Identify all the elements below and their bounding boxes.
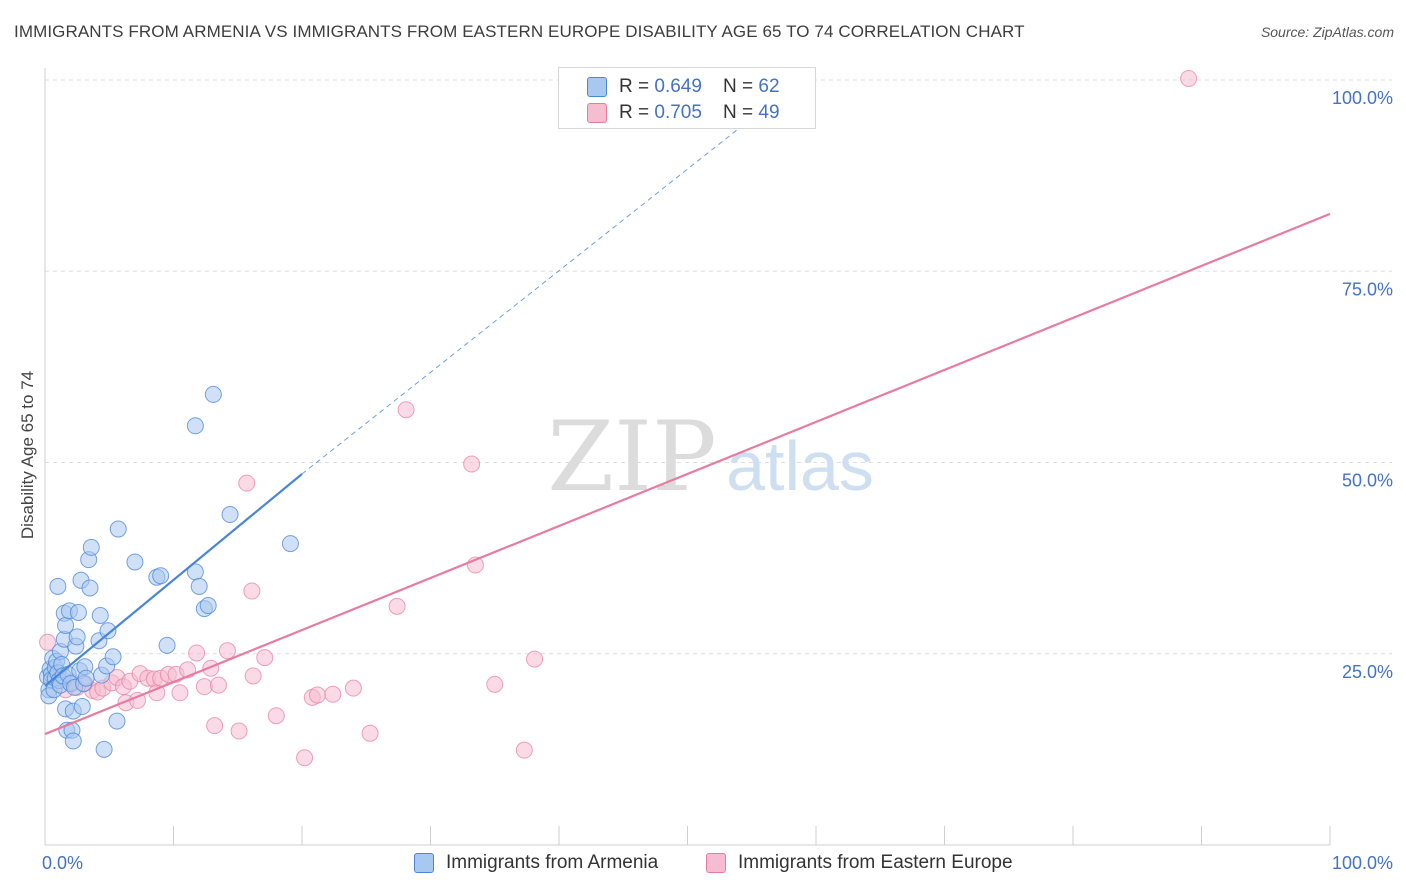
- eastern-europe-point: [188, 644, 206, 662]
- trend-lines: [44, 117, 1331, 736]
- eastern-europe-n-label: N =: [723, 102, 759, 123]
- eastern-europe-point: [195, 678, 213, 696]
- armenia-point: [91, 607, 109, 624]
- eastern-europe-point: [486, 675, 504, 693]
- eastern-europe-point: [267, 707, 285, 725]
- armenia-point: [109, 520, 127, 538]
- armenia-point: [82, 538, 100, 556]
- source-credit: Source: ZipAtlas.com: [1260, 24, 1394, 40]
- stats-legend: R = 0.649 N = 62 R = 0.705 N = 49: [558, 67, 816, 129]
- watermark-zip: ZIP: [547, 401, 716, 513]
- eastern-europe-point: [296, 749, 314, 767]
- x-tick-label: 0.0%: [42, 853, 83, 873]
- eastern-europe-point: [397, 401, 415, 419]
- armenia-point: [68, 628, 86, 646]
- armenia-point: [186, 417, 204, 435]
- eastern-europe-legend-swatch: [706, 853, 726, 873]
- chart-title: IMMIGRANTS FROM ARMENIA VS IMMIGRANTS FR…: [14, 22, 1025, 41]
- eastern-europe-point: [515, 741, 533, 759]
- x-tick-label: 100.0%: [1332, 853, 1393, 873]
- eastern-europe-r-label: R =: [619, 102, 655, 123]
- eastern-europe-legend-label: Immigrants from Eastern Europe: [738, 852, 1013, 873]
- watermark: ZIP atlas: [547, 401, 874, 513]
- eastern-europe-point: [230, 722, 248, 740]
- eastern-europe-point: [244, 667, 262, 685]
- armenia-trend-line: [44, 473, 303, 687]
- armenia-point: [77, 669, 95, 687]
- armenia-r-label: R =: [619, 76, 655, 97]
- eastern-europe-point: [463, 455, 481, 473]
- eastern-europe-point: [238, 474, 256, 492]
- armenia-point: [99, 622, 117, 640]
- eastern-europe-point: [171, 684, 189, 702]
- eastern-europe-point: [209, 676, 227, 694]
- armenia-point: [64, 732, 82, 750]
- armenia-point: [190, 577, 208, 595]
- armenia-point: [158, 636, 176, 654]
- armenia-point: [49, 577, 67, 595]
- armenia-point: [204, 385, 222, 403]
- y-tick-label: 50.0%: [1342, 471, 1393, 491]
- y-tick-label: 100.0%: [1332, 88, 1393, 108]
- armenia-point: [221, 506, 239, 524]
- grid-lines: [45, 79, 1392, 655]
- armenia-r-value: 0.649: [654, 76, 702, 97]
- eastern-europe-r-value: 0.705: [654, 102, 702, 123]
- eastern-europe-point: [344, 679, 362, 697]
- armenia-n-value: 62: [758, 76, 780, 97]
- eastern-europe-point: [308, 686, 326, 704]
- eastern-europe-point: [526, 650, 544, 668]
- eastern-europe-point: [39, 633, 57, 651]
- armenia-point: [104, 648, 122, 666]
- armenia-point: [69, 603, 87, 621]
- armenia-point: [108, 712, 126, 730]
- eastern-europe-point: [1180, 69, 1198, 87]
- armenia-legend-label: Immigrants from Armenia: [446, 852, 659, 873]
- eastern-europe-point: [256, 649, 274, 667]
- axes: [44, 68, 1331, 846]
- armenia-legend-swatch: [414, 853, 434, 873]
- tick-labels: 25.0% 50.0% 75.0% 100.0% 0.0% 100.0%: [42, 88, 1393, 873]
- eastern-europe-point: [388, 597, 406, 615]
- eastern-europe-swatch: [587, 103, 607, 123]
- armenia-point: [199, 597, 217, 615]
- armenia-point: [281, 535, 299, 553]
- armenia-point: [152, 567, 170, 585]
- armenia-point: [95, 740, 113, 758]
- eastern-europe-points: [39, 69, 1198, 767]
- eastern-europe-n-value: 49: [758, 102, 780, 123]
- armenia-point: [73, 698, 91, 716]
- y-tick-label: 75.0%: [1342, 279, 1393, 299]
- series-legend: Immigrants from Armenia Immigrants from …: [0, 852, 1406, 878]
- eastern-europe-point: [218, 642, 236, 660]
- eastern-europe-trend-line: [44, 212, 1331, 736]
- watermark-atlas: atlas: [726, 427, 874, 505]
- eastern-europe-point: [324, 685, 342, 703]
- armenia-n-label: N =: [723, 76, 759, 97]
- y-axis-label: Disability Age 65 to 74: [18, 371, 37, 539]
- eastern-europe-point: [243, 582, 261, 600]
- armenia-point: [126, 553, 144, 571]
- armenia-trend-extension: [301, 117, 753, 475]
- y-tick-label: 25.0%: [1342, 662, 1393, 682]
- armenia-point: [81, 579, 99, 597]
- eastern-europe-point: [361, 724, 379, 742]
- armenia-swatch: [587, 77, 607, 97]
- eastern-europe-point: [206, 717, 224, 735]
- armenia-points: [39, 385, 299, 758]
